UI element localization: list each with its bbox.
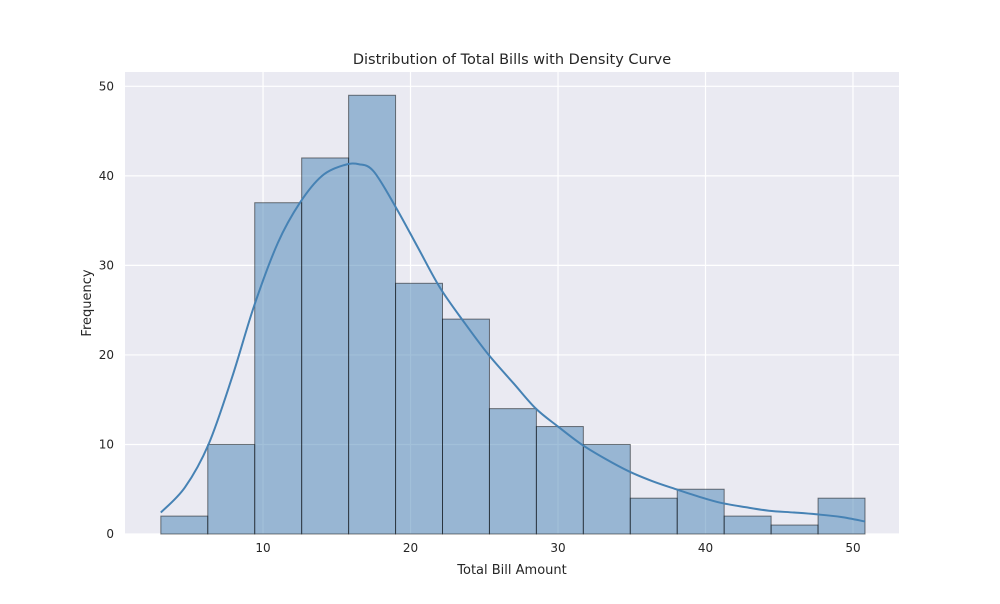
histogram-bar [348,94,397,535]
x-tick-label: 20 [403,541,418,555]
histogram-bar [770,524,819,535]
y-tick-label: 10 [99,437,114,451]
y-tick-label: 0 [106,527,114,541]
x-tick-label: 10 [255,541,270,555]
bars [160,94,866,535]
y-axis-label: Frequency [80,269,95,336]
histogram-bar [723,515,772,535]
y-tick-label: 20 [99,348,114,362]
grid [125,72,899,535]
y-tick-label: 50 [99,79,114,93]
y-tick-label: 30 [99,258,114,272]
histogram-bar [160,515,209,535]
x-tick-label: 40 [698,541,713,555]
histogram-bar [582,443,631,535]
chart-title: Distribution of Total Bills with Density… [353,52,671,68]
histogram-bar [395,282,444,535]
histogram-bar [207,443,256,535]
histogram-bar [676,488,725,535]
histogram-bar [488,408,537,535]
histogram-bar [254,202,303,535]
histogram-bar [629,497,678,535]
histogram-bar [535,426,584,535]
histogram-bar [301,157,350,535]
x-axis-label: Total Bill Amount [456,563,566,578]
density-curve [160,162,866,523]
y-tick-label: 40 [99,169,114,183]
histogram-bar [442,318,490,535]
ticks: 10 20 30 40 50 0 10 20 30 40 50 [99,79,861,555]
x-tick-label: 50 [845,541,860,555]
x-tick-label: 30 [550,541,565,555]
